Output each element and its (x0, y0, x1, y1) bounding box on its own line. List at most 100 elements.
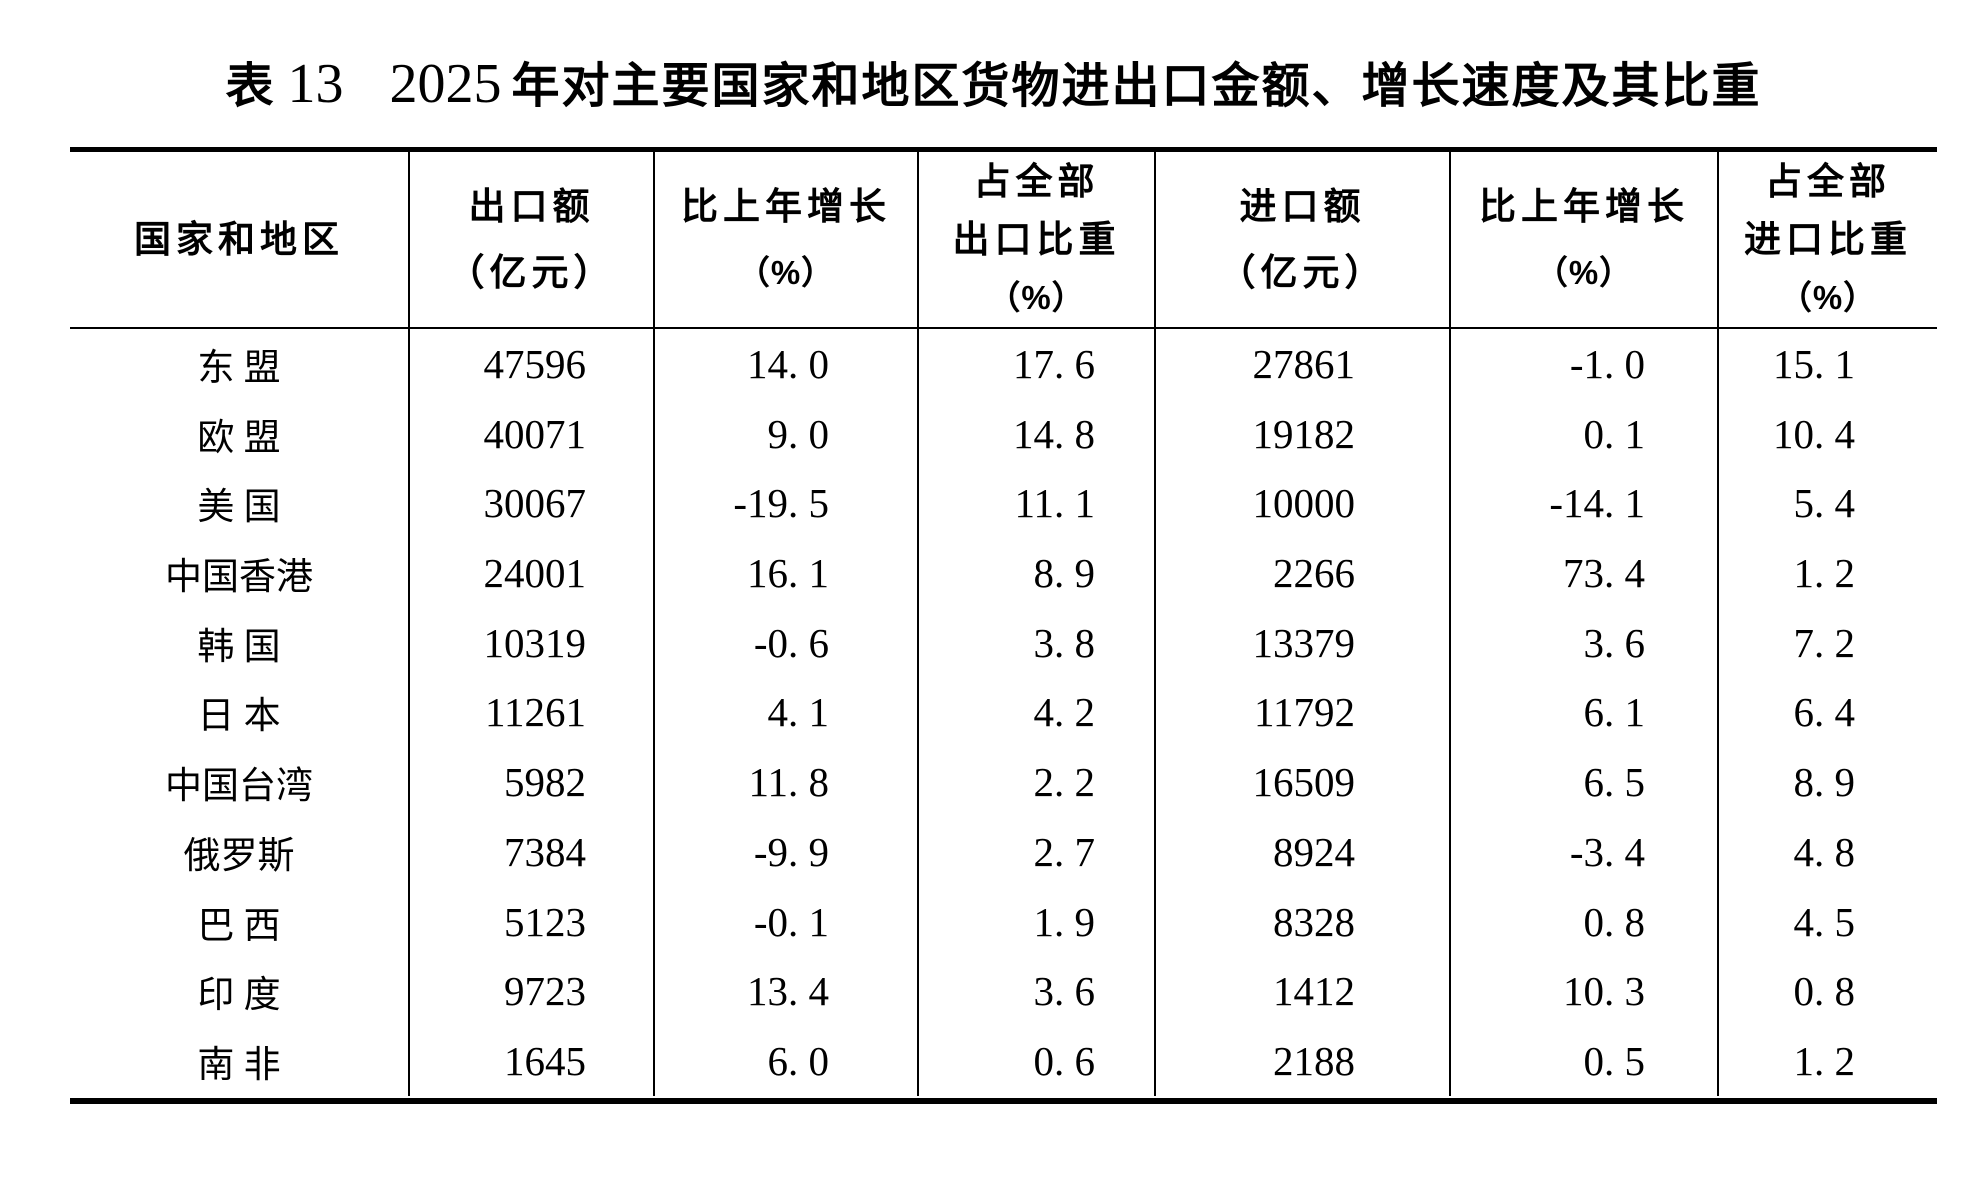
export-value-cell: 11261 (408, 677, 653, 748)
import-share-cell: 4. 5 (1717, 886, 1937, 957)
import-growth-cell: 10. 3 (1449, 956, 1717, 1027)
import-share-cell: 1. 2 (1717, 1026, 1937, 1096)
region-cell: 韩 国 (197, 626, 281, 668)
title-text: 年对主要国家和地区货物进出口金额、增长速度及其比重 (511, 60, 1762, 113)
export-share-cell: 2. 7 (917, 817, 1154, 887)
export-value-cell: 1645 (408, 1026, 653, 1096)
import-growth-cell: 6. 1 (1449, 677, 1717, 748)
import-value-cell: 13379 (1154, 607, 1449, 678)
export-share-cell: 11. 1 (917, 468, 1154, 539)
import-growth-cell: 0. 5 (1449, 1026, 1717, 1096)
region-cell: 美 国 (197, 487, 281, 529)
export-share-cell: 14. 8 (917, 398, 1154, 469)
import-value-cell: 1412 (1154, 956, 1449, 1027)
header-line: 进口比重 (1744, 218, 1912, 260)
export-growth-cell: 14. 0 (653, 329, 917, 399)
import-share-cell: 7. 2 (1717, 607, 1937, 678)
title-table-number: 13 (287, 53, 344, 115)
import-share-cell: 1. 2 (1717, 538, 1937, 608)
table-row: 中国台湾 5982 11. 8 2. 2 16509 6. 5 8. 9 (70, 747, 1937, 818)
export-share-cell: 1. 9 (917, 886, 1154, 957)
export-growth-cell: -0. 1 (653, 886, 917, 957)
header-line: （亿元） (1218, 251, 1387, 293)
column-header-export-share: 占全部 出口比重 （%） (917, 152, 1154, 327)
export-growth-cell: 6. 0 (653, 1026, 917, 1096)
table-body: 东 盟 47596 14. 0 17. 6 27861 -1. 0 15. 1 … (70, 329, 1937, 1096)
header-line: （%） (1534, 253, 1634, 291)
header-line: 出口额 (468, 185, 595, 227)
export-share-cell: 17. 6 (917, 329, 1154, 399)
table-row: 印 度 9723 13. 4 3. 6 1412 10. 3 0. 8 (70, 956, 1937, 1027)
import-share-cell: 8. 9 (1717, 747, 1937, 818)
column-header-export-value: 出口额 （亿元） (408, 152, 653, 327)
table-row: 日 本 11261 4. 1 4. 2 11792 6. 1 6. 4 (70, 677, 1937, 748)
header-line: 比上年增长 (681, 185, 891, 227)
header-line: （%） (987, 278, 1086, 316)
export-share-cell: 3. 8 (917, 607, 1154, 678)
table-row: 中国香港 24001 16. 1 8. 9 2266 73. 4 1. 2 (70, 538, 1937, 608)
header-line: 国家和地区 (134, 218, 344, 260)
title-prefix: 表 (225, 60, 276, 113)
export-growth-cell: 9. 0 (653, 398, 917, 469)
import-growth-cell: 0. 8 (1449, 886, 1717, 957)
import-share-cell: 5. 4 (1717, 468, 1937, 539)
header-line: （%） (1778, 278, 1878, 316)
table-row: 东 盟 47596 14. 0 17. 6 27861 -1. 0 15. 1 (70, 329, 1937, 399)
import-share-cell: 6. 4 (1717, 677, 1937, 748)
export-growth-cell: 11. 8 (653, 747, 917, 818)
title-year: 2025 (389, 53, 502, 115)
table-row: 韩 国 10319 -0. 6 3. 8 13379 3. 6 7. 2 (70, 607, 1937, 678)
table-row: 巴 西 5123 -0. 1 1. 9 8328 0. 8 4. 5 (70, 886, 1937, 957)
import-growth-cell: -3. 4 (1449, 817, 1717, 887)
import-growth-cell: 3. 6 (1449, 607, 1717, 678)
table-header-row: 国家和地区 出口额 （亿元） 比上年增长 （%） 占全部 出口比重 （%） 进口… (70, 152, 1937, 329)
table-row: 欧 盟 40071 9. 0 14. 8 19182 0. 1 10. 4 (70, 398, 1937, 469)
export-growth-cell: -19. 5 (653, 468, 917, 539)
import-growth-cell: -1. 0 (1449, 329, 1717, 399)
import-value-cell: 8924 (1154, 817, 1449, 887)
export-share-cell: 0. 6 (917, 1026, 1154, 1096)
import-growth-cell: 73. 4 (1449, 538, 1717, 608)
export-growth-cell: 16. 1 (653, 538, 917, 608)
trade-data-table: 国家和地区 出口额 （亿元） 比上年增长 （%） 占全部 出口比重 （%） 进口… (70, 147, 1937, 1104)
import-share-cell: 15. 1 (1717, 329, 1937, 399)
table-row: 俄罗斯 7384 -9. 9 2. 7 8924 -3. 4 4. 8 (70, 817, 1937, 887)
import-value-cell: 10000 (1154, 468, 1449, 539)
column-header-import-growth: 比上年增长 （%） (1449, 152, 1717, 327)
column-header-export-growth: 比上年增长 （%） (653, 152, 917, 327)
import-value-cell: 2266 (1154, 538, 1449, 608)
import-value-cell: 19182 (1154, 398, 1449, 469)
export-growth-cell: 13. 4 (653, 956, 917, 1027)
header-line: 出口比重 (952, 218, 1121, 260)
header-line: 占全部 (973, 160, 1100, 202)
column-header-import-value: 进口额 （亿元） (1154, 152, 1449, 327)
header-line: 比上年增长 (1479, 185, 1689, 227)
export-value-cell: 24001 (408, 538, 653, 608)
export-growth-cell: -0. 6 (653, 607, 917, 678)
import-share-cell: 4. 8 (1717, 817, 1937, 887)
region-cell: 东 盟 (197, 347, 281, 389)
region-cell: 巴 西 (197, 905, 281, 947)
table-row: 南 非 1645 6. 0 0. 6 2188 0. 5 1. 2 (70, 1026, 1937, 1096)
import-share-cell: 10. 4 (1717, 398, 1937, 469)
export-value-cell: 9723 (408, 956, 653, 1027)
import-growth-cell: -14. 1 (1449, 468, 1717, 539)
export-share-cell: 4. 2 (917, 677, 1154, 748)
export-share-cell: 8. 9 (917, 538, 1154, 608)
export-growth-cell: 4. 1 (653, 677, 917, 748)
import-value-cell: 27861 (1154, 329, 1449, 399)
header-line: 进口额 (1239, 185, 1366, 227)
export-share-cell: 3. 6 (917, 956, 1154, 1027)
export-value-cell: 30067 (408, 468, 653, 539)
export-share-cell: 2. 2 (917, 747, 1154, 818)
region-cell: 中国香港 (165, 557, 313, 599)
export-value-cell: 40071 (408, 398, 653, 469)
table-title: 表 13 2025 年对主要国家和地区货物进出口金额、增长速度及其比重 (0, 48, 1987, 120)
import-value-cell: 11792 (1154, 677, 1449, 748)
export-value-cell: 5982 (408, 747, 653, 818)
export-value-cell: 5123 (408, 886, 653, 957)
table-row: 美 国 30067 -19. 5 11. 1 10000 -14. 1 5. 4 (70, 468, 1937, 539)
column-header-region: 国家和地区 (70, 152, 408, 327)
region-cell: 中国台湾 (165, 766, 313, 808)
